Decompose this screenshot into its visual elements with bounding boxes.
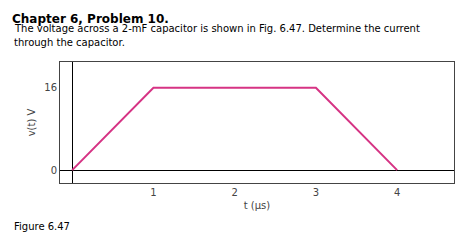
svg-text:0: 0 bbox=[51, 165, 57, 176]
svg-text:3: 3 bbox=[313, 187, 319, 198]
svg-text:The voltage across a 2-mF capa: The voltage across a 2-mF capacitor is s… bbox=[14, 23, 420, 34]
svg-text:Figure 6.47: Figure 6.47 bbox=[14, 221, 70, 232]
svg-text:through the capacitor.: through the capacitor. bbox=[14, 37, 125, 48]
svg-text:1: 1 bbox=[150, 187, 156, 198]
svg-text:16: 16 bbox=[44, 82, 57, 93]
svg-text:4: 4 bbox=[394, 187, 400, 198]
svg-text:2: 2 bbox=[231, 187, 237, 198]
svg-text:Chapter 6, Problem 10.: Chapter 6, Problem 10. bbox=[12, 12, 169, 26]
svg-text:v(t) V: v(t) V bbox=[26, 109, 37, 137]
svg-text:t (μs): t (μs) bbox=[244, 200, 271, 211]
